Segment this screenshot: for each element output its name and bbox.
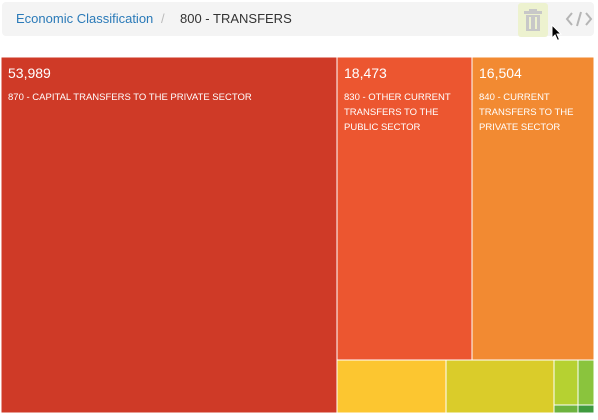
treemap-tile-rect[interactable]: [553, 359, 579, 406]
breadcrumb-current: 800 - TRANSFERS: [180, 11, 292, 26]
treemap-tile[interactable]: [577, 404, 595, 414]
treemap-tile[interactable]: [577, 359, 595, 406]
embed-code-button[interactable]: [565, 9, 593, 34]
trash-icon: [524, 9, 542, 31]
treemap-tile[interactable]: [553, 359, 579, 406]
breadcrumb-root-link[interactable]: Economic Classification: [16, 11, 154, 26]
treemap-tile-rect[interactable]: [0, 56, 338, 414]
treemap-tile-rect[interactable]: [553, 404, 579, 414]
code-embed-icon: [565, 11, 593, 27]
trash-button[interactable]: [518, 3, 548, 37]
treemap-tile[interactable]: [445, 359, 555, 414]
treemap-tile[interactable]: [336, 359, 447, 414]
treemap-tile[interactable]: [553, 404, 579, 414]
treemap-tile-rect[interactable]: [577, 404, 595, 414]
breadcrumb: Economic Classification / 800 - TRANSFER…: [2, 2, 594, 36]
treemap-tile-rect[interactable]: [336, 56, 473, 361]
treemap-tile-rect[interactable]: [577, 359, 595, 406]
treemap-tile-rect[interactable]: [471, 56, 595, 361]
treemap-tile-rect[interactable]: [336, 359, 447, 414]
treemap-tile-rect[interactable]: [445, 359, 555, 414]
breadcrumb-separator: /: [161, 11, 165, 26]
